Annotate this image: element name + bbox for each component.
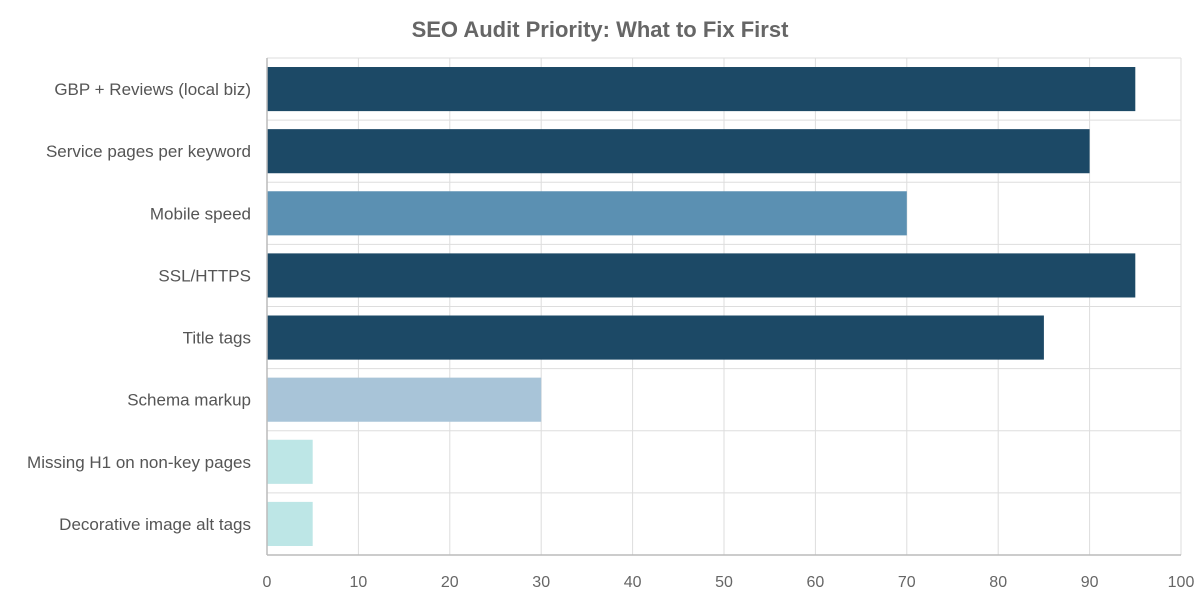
x-tick-label: 30 xyxy=(532,574,550,591)
category-label: Mobile speed xyxy=(150,204,251,223)
chart-title: SEO Audit Priority: What to Fix First xyxy=(412,17,790,42)
x-tick-label: 100 xyxy=(1168,574,1195,591)
category-label: Decorative image alt tags xyxy=(59,515,251,534)
category-label: Schema markup xyxy=(127,391,251,410)
x-tick-label: 50 xyxy=(715,574,733,591)
category-labels: GBP + Reviews (local biz) Service pages p… xyxy=(27,80,251,534)
bar xyxy=(267,439,313,484)
x-tick-label: 80 xyxy=(989,574,1007,591)
category-label: Title tags xyxy=(183,329,251,348)
x-tick-label: 90 xyxy=(1081,574,1099,591)
category-label: Service pages per keyword xyxy=(46,142,251,161)
x-tick-label: 40 xyxy=(624,574,642,591)
x-tick-labels: 0 10 20 30 40 50 60 70 80 90 100 xyxy=(263,574,1195,591)
bar xyxy=(267,315,1044,360)
bar xyxy=(267,129,1090,174)
x-tick-label: 20 xyxy=(441,574,459,591)
x-tick-label: 0 xyxy=(263,574,272,591)
x-tick-label: 60 xyxy=(807,574,825,591)
bars xyxy=(267,67,1136,546)
bar xyxy=(267,501,313,546)
category-label: SSL/HTTPS xyxy=(158,266,251,285)
bar xyxy=(267,67,1136,112)
category-label: GBP + Reviews (local biz) xyxy=(54,80,251,99)
axes xyxy=(266,58,1181,556)
category-label: Missing H1 on non-key pages xyxy=(27,453,251,472)
bar xyxy=(267,253,1136,298)
x-tick-label: 70 xyxy=(898,574,916,591)
bar xyxy=(267,191,907,236)
bar xyxy=(267,377,542,422)
x-tick-label: 10 xyxy=(350,574,368,591)
